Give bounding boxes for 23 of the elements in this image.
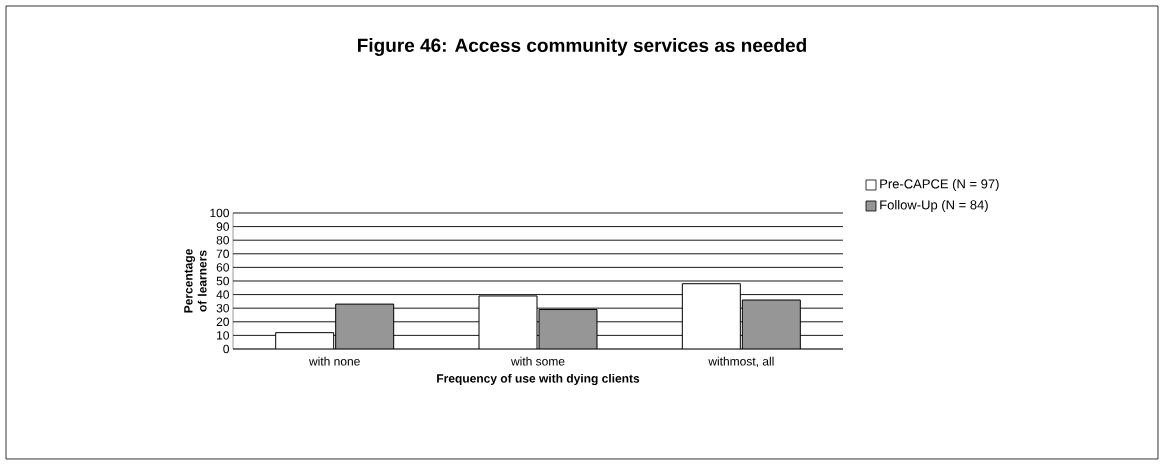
y-tick-label: 20 [216,317,230,327]
bar [335,303,395,349]
legend-label: Follow-Up (N = 84) [880,199,988,213]
x-tick-label: withmost, all [708,356,774,368]
y-tick-label: 0 [223,344,230,354]
bar [275,332,335,349]
x-tick-label: with some [510,356,565,366]
y-tick-label: 60 [216,263,230,272]
bar [741,299,801,349]
y-tick-label: 70 [216,249,230,259]
y-tick-label: 40 [216,290,230,299]
text: Pre-CAPCE (N = 97) [880,178,999,192]
y-axis-title: Percentage of learners [184,249,207,313]
bar [538,309,598,349]
x-tick-label: with none [308,356,360,366]
y-tick-label: 30 [216,303,230,313]
y-tick-label: 10 [217,331,230,340]
x-axis-title: Frequency of use with dying clients [437,373,640,386]
chart-title: Figure 46: Access community services as needed [357,38,806,56]
y-tick-label: 50 [216,276,230,286]
y-tick-label: 100 [210,208,230,218]
y-tick-label: 90 [216,222,230,231]
y-tick-label: 80 [216,235,230,245]
